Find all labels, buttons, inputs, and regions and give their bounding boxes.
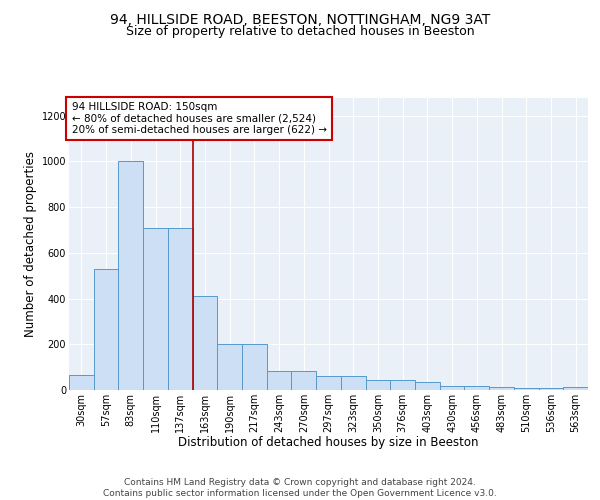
- Text: Contains HM Land Registry data © Crown copyright and database right 2024.
Contai: Contains HM Land Registry data © Crown c…: [103, 478, 497, 498]
- Bar: [292, 370, 316, 390]
- Bar: [390, 380, 415, 390]
- Bar: [365, 380, 390, 390]
- Bar: [217, 344, 242, 390]
- Y-axis label: Number of detached properties: Number of detached properties: [25, 151, 37, 337]
- X-axis label: Distribution of detached houses by size in Beeston: Distribution of detached houses by size …: [178, 436, 479, 450]
- Bar: [193, 296, 217, 390]
- Bar: [69, 375, 94, 390]
- Text: 94, HILLSIDE ROAD, BEESTON, NOTTINGHAM, NG9 3AT: 94, HILLSIDE ROAD, BEESTON, NOTTINGHAM, …: [110, 12, 490, 26]
- Bar: [267, 370, 292, 390]
- Bar: [415, 382, 440, 390]
- Bar: [168, 228, 193, 390]
- Bar: [563, 386, 588, 390]
- Bar: [94, 269, 118, 390]
- Bar: [464, 386, 489, 390]
- Bar: [341, 376, 365, 390]
- Bar: [539, 388, 563, 390]
- Bar: [514, 388, 539, 390]
- Bar: [316, 376, 341, 390]
- Bar: [440, 386, 464, 390]
- Bar: [118, 162, 143, 390]
- Bar: [489, 386, 514, 390]
- Text: 94 HILLSIDE ROAD: 150sqm
← 80% of detached houses are smaller (2,524)
20% of sem: 94 HILLSIDE ROAD: 150sqm ← 80% of detach…: [71, 102, 326, 135]
- Text: Size of property relative to detached houses in Beeston: Size of property relative to detached ho…: [125, 25, 475, 38]
- Bar: [242, 344, 267, 390]
- Bar: [143, 228, 168, 390]
